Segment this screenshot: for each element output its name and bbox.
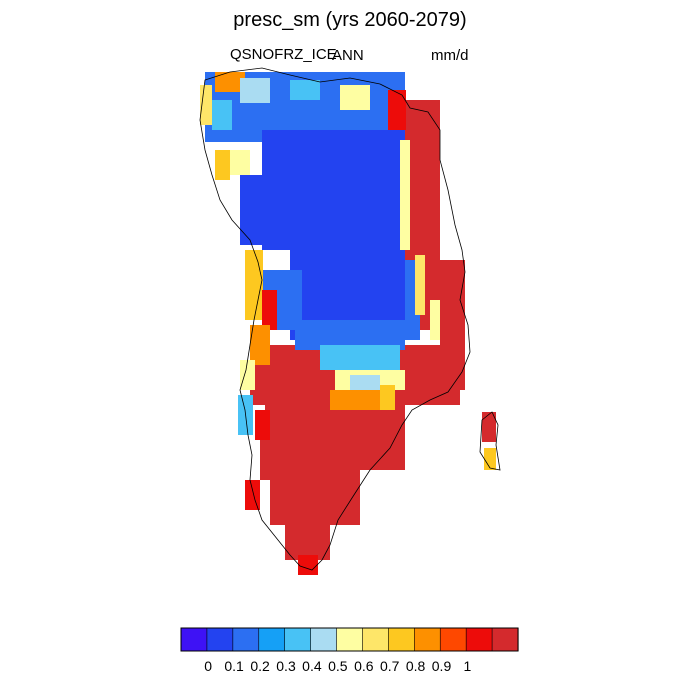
map-region-transition — [380, 385, 395, 410]
colorbar-tick-label: 1 — [464, 658, 472, 674]
map-cells — [200, 72, 496, 575]
map-region-east — [405, 100, 440, 260]
map-region-edge — [320, 345, 400, 370]
colorbar-boxes — [180, 627, 519, 652]
map-region-south — [270, 465, 360, 525]
map-region-east — [420, 260, 465, 330]
colorbar-box — [362, 627, 389, 652]
map-region-north — [340, 85, 370, 110]
map-region-west — [255, 410, 270, 440]
map-region-north — [215, 72, 245, 92]
colorbar-tick-label: 0.6 — [354, 658, 374, 674]
units-label: mm/d — [431, 47, 469, 64]
variable-label: QSNOFRZ_ICE — [230, 46, 337, 63]
colorbar-tick-label: 0.2 — [250, 658, 270, 674]
colorbar-tick-label: 0.3 — [276, 658, 296, 674]
plot-title: presc_sm (yrs 2060-2079) — [233, 9, 467, 31]
map-region-island — [484, 448, 496, 470]
colorbar-tick-label: 0.9 — [432, 658, 452, 674]
colorbar-box — [180, 627, 208, 652]
map-region-margin — [430, 300, 440, 340]
coastline — [199, 67, 471, 571]
colorbar-box — [388, 627, 415, 652]
map-region-west — [212, 100, 232, 130]
colorbar-box — [258, 627, 286, 652]
colorbar-tick-labels: 0 0.1 0.2 0.3 0.4 0.5 0.6 0.7 0.8 0.9 1 — [204, 658, 471, 674]
map-region-west — [240, 360, 255, 390]
colorbar-tick-label: 0.1 — [224, 658, 244, 674]
map-region-west — [245, 250, 263, 320]
map-region-interior — [240, 175, 425, 245]
colorbar-tick-label: 0 — [204, 658, 212, 674]
map-region-transition — [350, 375, 380, 390]
colorbar-box — [310, 627, 338, 652]
map-region-north — [240, 78, 270, 103]
island-coastline — [479, 411, 501, 471]
colorbar-box — [439, 627, 467, 652]
map-region-east — [388, 90, 406, 130]
season-label: ANN — [332, 47, 364, 64]
map-region-south — [285, 520, 330, 560]
map-region-transition — [330, 390, 390, 410]
map-region-west — [230, 150, 250, 175]
colorbar-frame — [180, 627, 519, 652]
colorbar-box — [414, 627, 441, 652]
map-region-south — [265, 400, 405, 470]
colorbar-box — [465, 627, 493, 652]
map-region-margin — [415, 255, 425, 315]
map-region-south — [298, 555, 318, 575]
colorbar-tick-label: 0.5 — [328, 658, 348, 674]
colorbar-box — [232, 627, 260, 652]
colorbar-tick-label: 0.8 — [406, 658, 426, 674]
map-region-west — [262, 290, 277, 330]
map-region-east — [440, 320, 465, 390]
map-region-north — [290, 80, 320, 100]
colorbar-box — [491, 627, 519, 652]
map-region-west — [250, 325, 270, 365]
map-region-west — [215, 150, 230, 180]
map-region-island — [482, 412, 496, 442]
colorbar-tick-label: 0.4 — [302, 658, 322, 674]
colorbar-box — [336, 627, 364, 652]
map-region-west — [260, 440, 272, 480]
colorbar-tick-label: 0.7 — [380, 658, 400, 674]
colorbar-box — [206, 627, 234, 652]
map-region-margin — [400, 140, 410, 250]
colorbar-box — [284, 627, 312, 652]
